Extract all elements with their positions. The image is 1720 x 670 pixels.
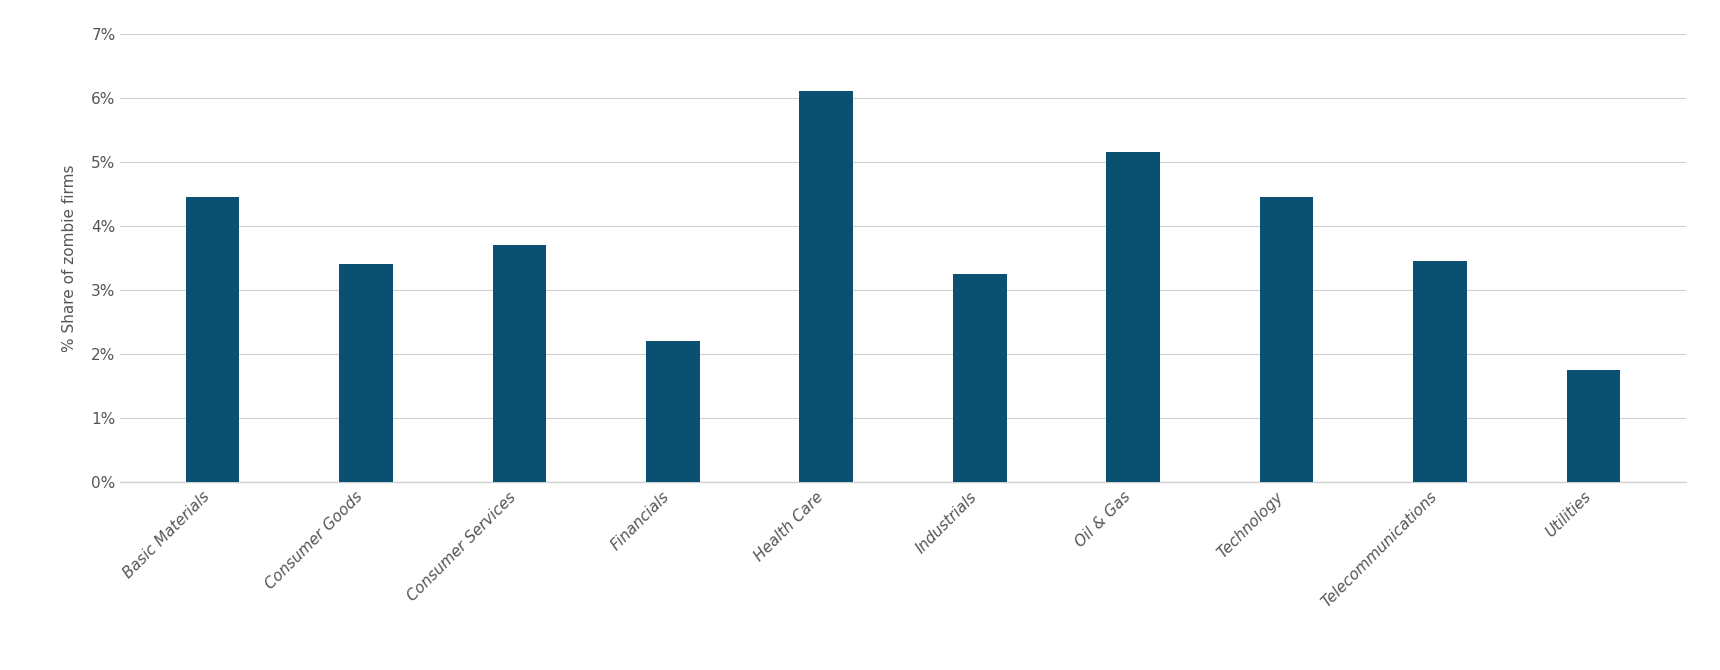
Bar (492, 245, 547, 482)
Bar (1259, 197, 1314, 482)
Bar (953, 274, 1006, 482)
Bar (647, 341, 700, 482)
Bar (1567, 370, 1620, 482)
Bar (1414, 261, 1467, 482)
Bar (800, 91, 853, 482)
Y-axis label: % Share of zombie firms: % Share of zombie firms (62, 164, 77, 352)
Bar (339, 265, 392, 482)
Bar (1106, 152, 1159, 482)
Bar (186, 197, 239, 482)
